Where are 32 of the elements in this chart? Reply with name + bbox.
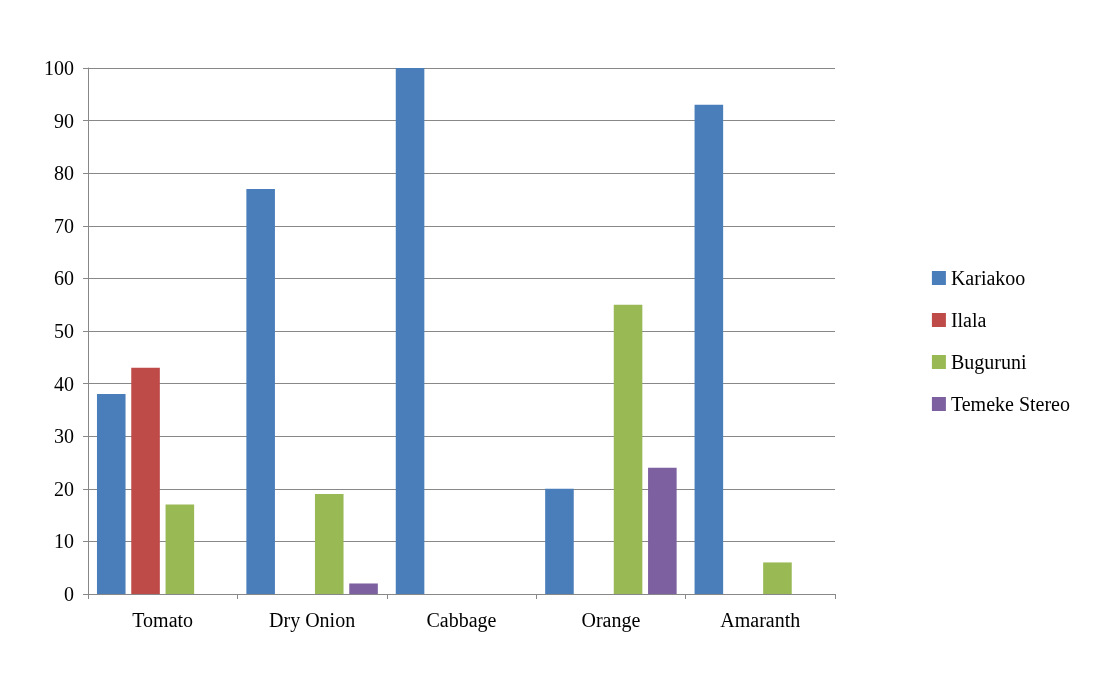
legend-label: Temeke Stereo bbox=[950, 393, 1071, 415]
bar bbox=[694, 104, 724, 594]
legend-label: Buguruni bbox=[950, 351, 1027, 374]
y-tick-label: 20 bbox=[54, 477, 74, 500]
bar bbox=[246, 188, 275, 594]
legend-label: Ilala bbox=[950, 309, 987, 331]
bar bbox=[96, 394, 126, 594]
y-tick-label: 90 bbox=[54, 109, 74, 132]
x-tick-label: Amaranth bbox=[720, 609, 801, 631]
y-tick-label: 40 bbox=[54, 372, 74, 395]
y-tick-label: 0 bbox=[64, 583, 74, 605]
y-tick-label: 30 bbox=[54, 425, 74, 448]
bar bbox=[395, 68, 425, 594]
bar bbox=[613, 304, 643, 594]
y-tick-label: 60 bbox=[54, 267, 74, 290]
y-tick-label: 100 bbox=[44, 57, 74, 79]
y-tick-label: 10 bbox=[54, 530, 74, 553]
y-tick-label: 50 bbox=[54, 320, 74, 342]
x-tick-label: Orange bbox=[581, 609, 641, 632]
bar bbox=[648, 467, 677, 594]
x-tick-label: Cabbage bbox=[426, 609, 497, 632]
legend-label: Kariakoo bbox=[950, 267, 1026, 289]
y-tick-label: 70 bbox=[54, 214, 74, 237]
bar bbox=[349, 583, 378, 594]
x-tick-label: Dry Onion bbox=[269, 609, 356, 632]
x-tick-label: Tomato bbox=[132, 609, 194, 631]
bar bbox=[314, 494, 344, 594]
bar bbox=[165, 504, 195, 594]
y-tick-label: 80 bbox=[54, 162, 74, 185]
bar bbox=[131, 367, 160, 594]
bar bbox=[763, 562, 792, 594]
bar bbox=[545, 488, 574, 594]
